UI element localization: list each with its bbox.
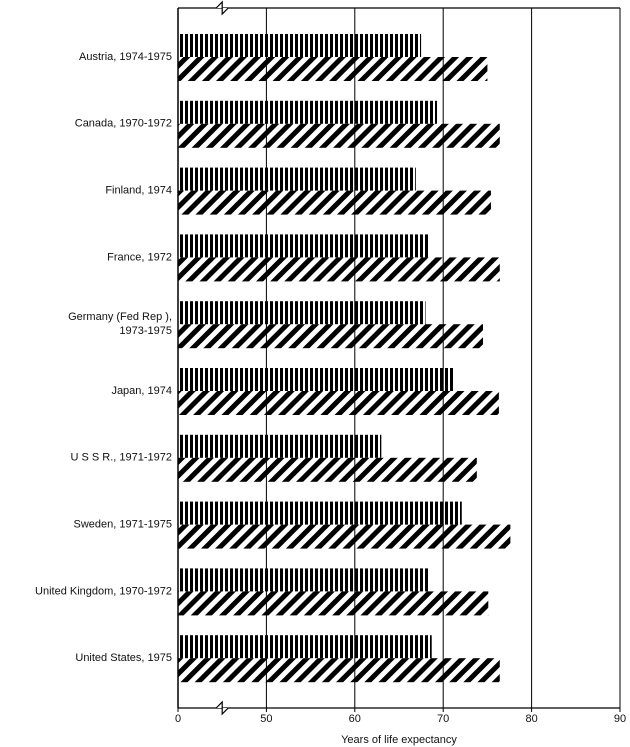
bar: [178, 234, 430, 258]
bar: [178, 368, 455, 391]
y-tick-label: Sweden, 1971-1975: [74, 519, 172, 531]
bar: [178, 34, 422, 57]
bar: [178, 301, 426, 325]
x-axis-label: Years of life expectancy: [341, 734, 457, 746]
bar: [178, 57, 488, 81]
bar: [178, 257, 500, 282]
y-tick-label: Japan, 1974: [111, 385, 172, 397]
bar: [178, 100, 438, 124]
bar: [178, 635, 432, 659]
x-tick-label: 0: [175, 713, 181, 725]
y-tick-label: Austria, 1974-1975: [79, 51, 172, 63]
axis-break: [215, 700, 229, 716]
x-tick-label: 60: [349, 713, 361, 725]
bar: [178, 190, 491, 215]
x-tick-label: 90: [614, 713, 626, 725]
y-tick-label: Canada, 1970-1972: [75, 118, 172, 130]
y-tick-label: United Kingdom, 1970-1972: [35, 585, 172, 597]
bar: [178, 324, 483, 349]
x-tick-label: 70: [437, 713, 449, 725]
x-tick-label: 50: [260, 713, 272, 725]
y-tick-label: Finland, 1974: [105, 185, 172, 197]
bar: [178, 434, 382, 458]
bar: [178, 167, 416, 191]
bar: [178, 457, 477, 482]
bar: [178, 568, 430, 592]
y-tick-label: France, 1972: [107, 251, 172, 263]
axis-break: [215, 0, 229, 16]
x-tick-label: 80: [525, 713, 537, 725]
bar: [178, 391, 499, 415]
bar: [178, 658, 500, 683]
bar: [178, 591, 489, 616]
bar: [178, 501, 462, 525]
y-tick-label: U S S R., 1971-1972: [70, 452, 172, 464]
bar: [178, 524, 511, 549]
bar: [178, 123, 500, 148]
y-tick-label: Germany (Fed Rep ), 1973-1975: [68, 311, 172, 337]
y-tick-label: United States, 1975: [75, 652, 172, 664]
